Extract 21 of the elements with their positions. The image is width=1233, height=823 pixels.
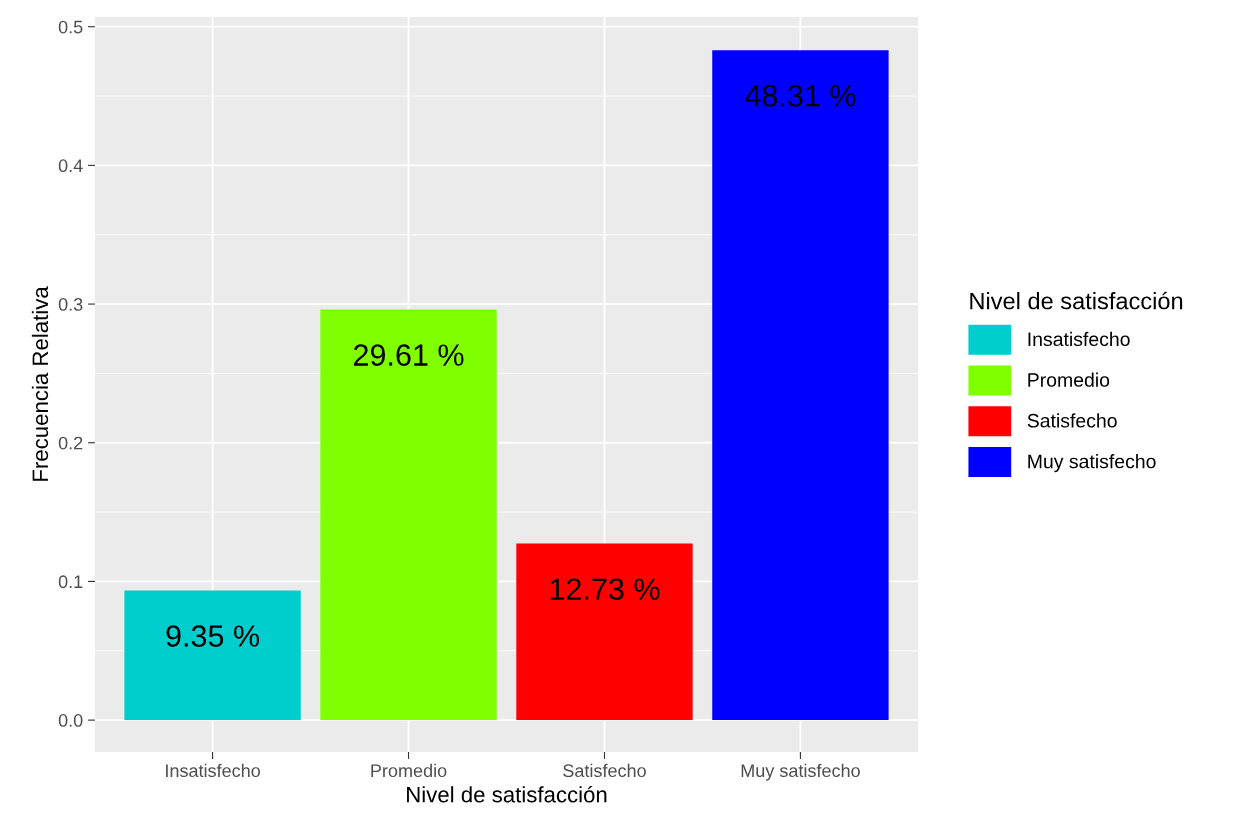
- x-axis-title: Nivel de satisfacción: [407, 785, 607, 803]
- legend-label: Promedio: [1028, 372, 1110, 387]
- y-tick-label: 0.3: [58, 298, 83, 311]
- y-tick-label: 0.2: [58, 436, 83, 450]
- legend-label: Muy satisfecho: [1028, 454, 1156, 473]
- legend-title: Nivel de satisfacción: [970, 291, 1183, 310]
- y-tick-label: 0.1: [58, 575, 83, 589]
- y-tick-label: 0.5: [58, 20, 83, 34]
- y-axis-title: Frecuencia Relativa: [31, 286, 49, 481]
- x-tick-label: Muy satisfecho: [741, 763, 860, 781]
- y-tick-label: 0.0: [58, 714, 83, 727]
- x-tick-label: Satisfecho: [563, 763, 646, 778]
- legend-label: Satisfecho: [1027, 413, 1117, 428]
- data-label: 9.35 %: [166, 625, 260, 647]
- x-tick-label: Promedio: [371, 763, 447, 778]
- y-tick-label: 0.4: [58, 159, 83, 173]
- legend-label: Insatisfecho: [1028, 331, 1130, 347]
- data-label: 48.31 %: [745, 84, 856, 107]
- data-label: 29.61 %: [354, 344, 464, 366]
- data-label: 12.73 %: [550, 578, 660, 601]
- x-tick-label: Insatisfecho: [166, 763, 260, 778]
